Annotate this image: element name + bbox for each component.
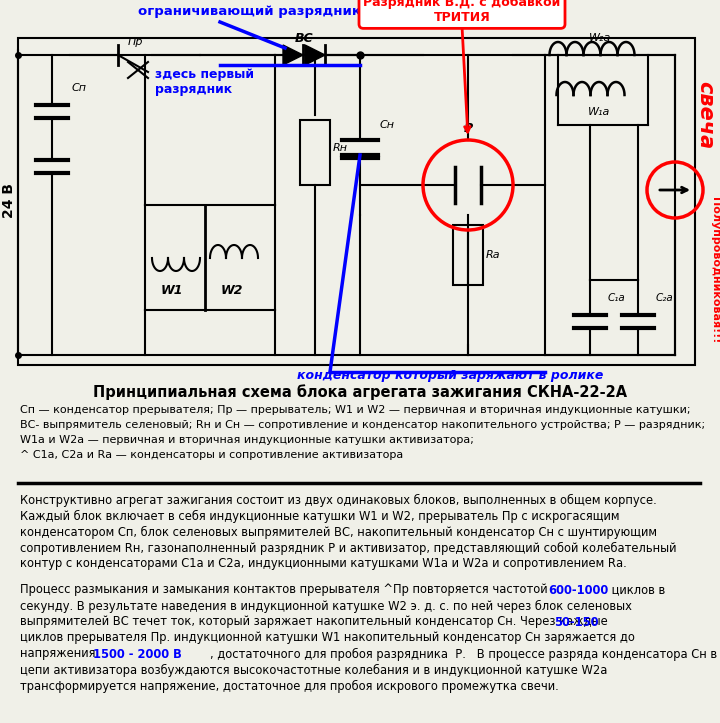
Text: Разрядник В.Д. с добавкой
ТРИТИЯ: Разрядник В.Д. с добавкой ТРИТИЯ (364, 0, 561, 24)
Bar (18, 38, 695, 365)
Text: циклов в: циклов в (608, 583, 665, 596)
Polygon shape (283, 45, 303, 65)
Text: ВС: ВС (294, 32, 313, 45)
Text: Ra: Ra (486, 250, 500, 260)
Text: 600-1000: 600-1000 (548, 583, 608, 596)
Text: С₁а: С₁а (608, 293, 626, 303)
Text: ^ С1а, С2а и Rа — конденсаторы и сопротивление активизатора: ^ С1а, С2а и Rа — конденсаторы и сопроти… (20, 450, 403, 460)
Text: Конструктивно агрегат зажигания состоит из двух одинаковых блоков, выполненных в: Конструктивно агрегат зажигания состоит … (20, 494, 657, 507)
Text: цепи активизатора возбуждаются высокочастотные колебания и в индукционной катушк: цепи активизатора возбуждаются высокочас… (20, 664, 608, 677)
Text: , достаточного для пробоя разрядника  Р.   В процессе разряда конденсатора Сн в: , достаточного для пробоя разрядника Р. … (210, 648, 717, 661)
Text: W1а и W2а — первичная и вторичная индукционные катушки активизатора;: W1а и W2а — первичная и вторичная индукц… (20, 435, 474, 445)
Text: трансформируется напряжение, достаточное для пробоя искрового промежутка свечи.: трансформируется напряжение, достаточное… (20, 680, 559, 693)
Text: конденсатор который заряжают в ролике: конденсатор который заряжают в ролике (297, 369, 603, 382)
Polygon shape (305, 45, 325, 65)
Text: 50-150: 50-150 (554, 615, 598, 628)
Bar (453, 225, 483, 285)
Text: Каждый блок включает в себя индукционные катушки W1 и W2, прерыватель Пр с искро: Каждый блок включает в себя индукционные… (20, 510, 619, 523)
Text: С₂а: С₂а (656, 293, 674, 303)
Text: Принципиальная схема блока агрегата зажигания СКНА-22-2А: Принципиальная схема блока агрегата зажи… (93, 384, 627, 400)
Text: Сн: Сн (380, 120, 395, 130)
Text: W1: W1 (161, 283, 184, 296)
Text: секунду. В результате наведения в индукционной катушке W2 э. д. с. по ней через : секунду. В результате наведения в индукц… (20, 599, 632, 612)
Text: контур с конденсаторами С1а и С2а, индукционными катушками W1а и W2а и сопротивл: контур с конденсаторами С1а и С2а, индук… (20, 557, 626, 570)
Bar (300, 120, 330, 185)
Text: Р: Р (464, 121, 472, 134)
Text: ограничивающий разрядник: ограничивающий разрядник (138, 6, 361, 19)
Text: Процесс размыкания и замыкания контактов прерывателя ^Пр повторяется частотой: Процесс размыкания и замыкания контактов… (20, 583, 552, 596)
Text: выпрямителей ВС течет ток, который заряжает накопительный конденсатор Сн. Через : выпрямителей ВС течет ток, который заряж… (20, 615, 611, 628)
Text: Сп — конденсатор прерывателя; Пр — прерыватель; W1 и W2 — первичная и вторичная : Сп — конденсатор прерывателя; Пр — преры… (20, 405, 690, 415)
Text: циклов прерывателя Пр. индукционной катушки W1 накопительный конденсатор Сн заря: циклов прерывателя Пр. индукционной кату… (20, 631, 635, 644)
Text: 1500 - 2000 В: 1500 - 2000 В (93, 648, 181, 661)
Text: конденсатором Сп, блок селеновых выпрямителей ВС, накопительный конденсатор Сн с: конденсатором Сп, блок селеновых выпрями… (20, 526, 657, 539)
Text: Сп: Сп (72, 83, 87, 93)
Text: сопротивлением Rн, газонаполненный разрядник Р и активизатор, представляющий соб: сопротивлением Rн, газонаполненный разря… (20, 542, 677, 555)
Text: 24 В: 24 В (2, 182, 16, 218)
Text: свеча: свеча (695, 81, 715, 149)
Text: Rн: Rн (333, 143, 348, 153)
Text: ВС- выпрямитель селеновый; Rн и Сн — сопротивление и конденсатор накопительного : ВС- выпрямитель селеновый; Rн и Сн — соп… (20, 420, 705, 430)
Text: W₁а: W₁а (588, 107, 610, 117)
Text: W₂а: W₂а (589, 33, 611, 43)
Text: W2: W2 (221, 283, 243, 296)
Text: здесь первый
разрядник: здесь первый разрядник (155, 68, 254, 96)
Text: Полупроводниковая!!!: Полупроводниковая!!! (710, 197, 720, 343)
Text: напряжения: напряжения (20, 648, 99, 661)
Text: Пр: Пр (127, 37, 143, 47)
